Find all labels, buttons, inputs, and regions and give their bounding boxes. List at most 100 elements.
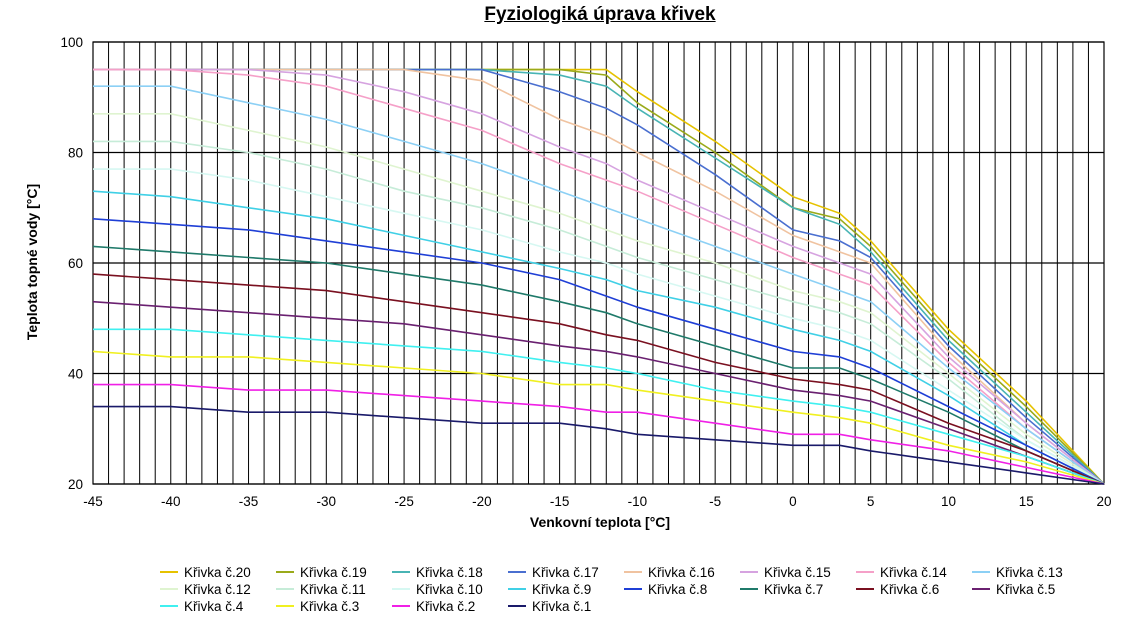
- legend-label: Křivka č.1: [532, 598, 592, 614]
- legend-label: Křivka č.13: [996, 564, 1063, 580]
- y-tick-label: 20: [68, 477, 83, 492]
- legend-swatch: [276, 571, 294, 573]
- legend-item: Křivka č.4: [160, 598, 276, 614]
- legend-item: Křivka č.7: [740, 581, 856, 597]
- y-tick-label: 100: [60, 35, 83, 50]
- legend-swatch: [624, 588, 642, 590]
- legend-item: Křivka č.12: [160, 581, 276, 597]
- legend-label: Křivka č.12: [184, 581, 251, 597]
- series-line: [93, 68, 1105, 485]
- y-tick-label: 40: [68, 367, 83, 382]
- legend-item: Křivka č.10: [392, 581, 508, 597]
- x-tick-label: -45: [83, 494, 103, 509]
- legend-label: Křivka č.8: [648, 581, 708, 597]
- legend-swatch: [508, 605, 526, 607]
- x-tick-label: -15: [550, 494, 570, 509]
- legend-item: Křivka č.9: [508, 581, 624, 597]
- series-line: [92, 350, 1105, 485]
- legend-item: Křivka č.17: [508, 564, 624, 580]
- legend-label: Křivka č.14: [880, 564, 947, 580]
- legend-swatch: [508, 571, 526, 573]
- legend-item: Křivka č.6: [856, 581, 972, 597]
- series-line: [92, 190, 1105, 485]
- x-axis-label: Venkovní teplota [°C]: [529, 514, 671, 530]
- legend-swatch: [160, 588, 178, 590]
- series-line: [93, 68, 1105, 485]
- legend-item: Křivka č.15: [740, 564, 856, 580]
- x-tick-label: -20: [472, 494, 492, 509]
- legend-label: Křivka č.15: [764, 564, 831, 580]
- series-line: [92, 218, 1105, 485]
- series-line: [93, 140, 1105, 485]
- legend-item: Křivka č.2: [392, 598, 508, 614]
- x-tick-label: -5: [709, 494, 721, 509]
- x-tick-label: -40: [161, 494, 181, 509]
- legend-label: Křivka č.6: [880, 581, 940, 597]
- legend-swatch: [160, 605, 178, 607]
- x-tick-label: 20: [1096, 494, 1111, 509]
- legend-label: Křivka č.7: [764, 581, 824, 597]
- legend-label: Křivka č.10: [416, 581, 483, 597]
- legend-item: Křivka č.18: [392, 564, 508, 580]
- series-line: [93, 113, 1105, 485]
- y-axis-label: Teplota topné vody [°C]: [24, 183, 40, 341]
- legend-swatch: [972, 588, 990, 590]
- legend-item: Křivka č.13: [972, 564, 1088, 580]
- series-line: [92, 273, 1105, 485]
- legend-item: Křivka č.3: [276, 598, 392, 614]
- legend-label: Křivka č.18: [416, 564, 483, 580]
- x-tick-label: 0: [789, 494, 797, 509]
- legend-item: Křivka č.16: [624, 564, 740, 580]
- legend-swatch: [160, 571, 178, 573]
- series-line: [93, 405, 1105, 485]
- series-line: [92, 300, 1105, 485]
- legend-item: Křivka č.14: [856, 564, 972, 580]
- series-line: [93, 383, 1105, 485]
- plot-frame: [92, 41, 1105, 485]
- legend: Křivka č.20 Křivka č.19 Křivka č.18 Křivka …: [160, 564, 1090, 614]
- series-line: [93, 85, 1105, 485]
- legend-item: Křivka č.8: [624, 581, 740, 597]
- legend-swatch: [624, 571, 642, 573]
- y-tick-label: 80: [68, 146, 83, 161]
- legend-label: Křivka č.16: [648, 564, 715, 580]
- legend-swatch: [856, 588, 874, 590]
- legend-swatch: [972, 571, 990, 573]
- series-line: [93, 168, 1105, 485]
- legend-label: Křivka č.2: [416, 598, 476, 614]
- x-tick-label: -25: [394, 494, 414, 509]
- legend-item: Křivka č.19: [276, 564, 392, 580]
- legend-item: Křivka č.20: [160, 564, 276, 580]
- legend-swatch: [740, 571, 758, 573]
- legend-swatch: [392, 605, 410, 607]
- series-line: [93, 68, 1105, 485]
- x-tick-label: 5: [867, 494, 875, 509]
- legend-label: Křivka č.19: [300, 564, 367, 580]
- legend-label: Křivka č.20: [184, 564, 251, 580]
- legend-swatch: [276, 605, 294, 607]
- legend-swatch: [392, 571, 410, 573]
- y-tick-label: 60: [68, 256, 83, 271]
- series-line: [93, 68, 1105, 485]
- legend-label: Křivka č.4: [184, 598, 244, 614]
- series-line: [93, 68, 1105, 485]
- legend-label: Křivka č.3: [300, 598, 360, 614]
- x-tick-label: -35: [239, 494, 259, 509]
- legend-swatch: [508, 588, 526, 590]
- legend-swatch: [392, 588, 410, 590]
- legend-label: Křivka č.9: [532, 581, 592, 597]
- legend-label: Křivka č.11: [300, 581, 366, 597]
- series-line: [93, 328, 1105, 485]
- legend-item: Křivka č.1: [508, 598, 624, 614]
- legend-item: Křivka č.11: [276, 581, 392, 597]
- legend-label: Křivka č.5: [996, 581, 1056, 597]
- x-tick-label: -30: [317, 494, 337, 509]
- series-line: [93, 68, 1105, 485]
- legend-item: Křivka č.5: [972, 581, 1088, 597]
- legend-swatch: [856, 571, 874, 573]
- series-line: [92, 245, 1105, 485]
- legend-swatch: [740, 588, 758, 590]
- series-line: [93, 68, 1105, 485]
- chart-title: Fyziologiká úprava křivek: [484, 4, 716, 25]
